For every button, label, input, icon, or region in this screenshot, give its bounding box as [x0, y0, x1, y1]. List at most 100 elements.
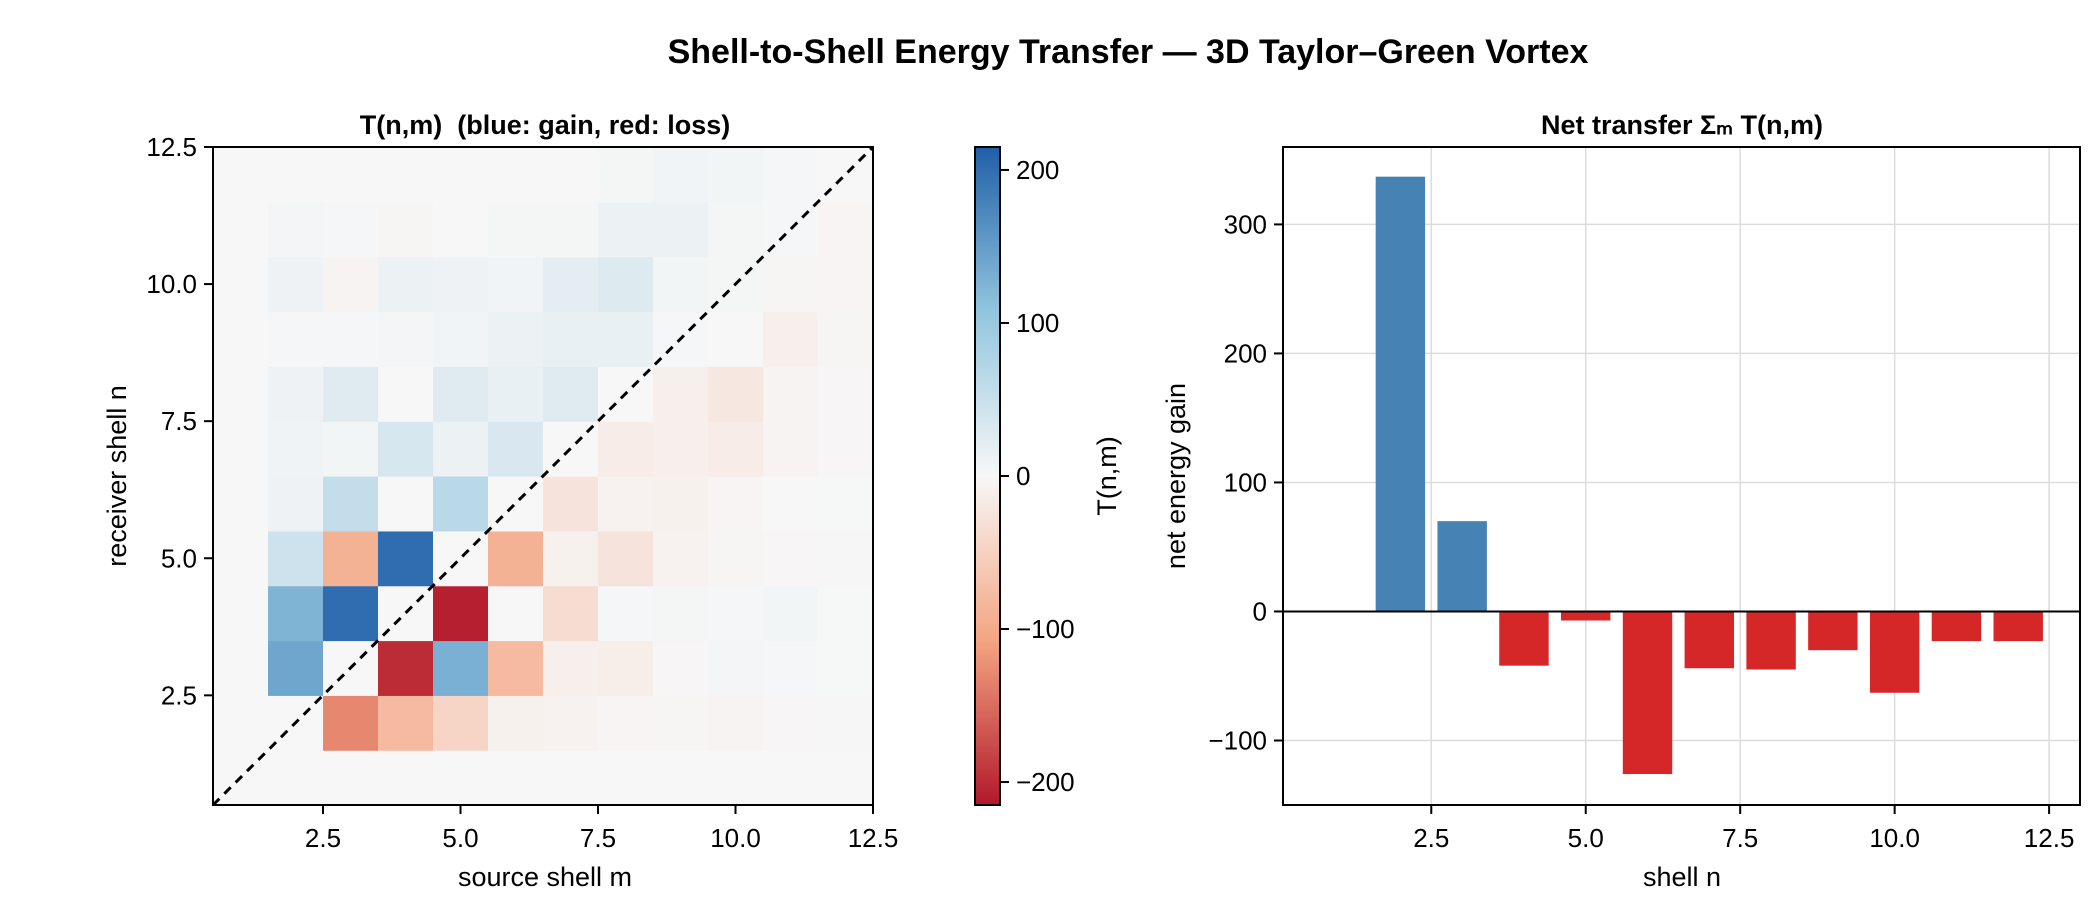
bar-series — [1375, 176, 2043, 775]
bar-chart-title: Net transfer Σₘ T(n,m) — [1541, 110, 1823, 140]
heatmap-cell — [433, 147, 489, 203]
heatmap-cell — [268, 476, 324, 532]
heatmap-cell — [378, 147, 434, 203]
colorbar-tick-label: −100 — [1016, 614, 1075, 644]
heatmap-cell — [543, 530, 599, 587]
heatmap-y-tick-label: 5.0 — [161, 543, 197, 573]
heatmap-y-axis-label: receiver shell n — [102, 385, 132, 567]
heatmap-cell — [543, 640, 599, 696]
heatmap-cell — [488, 750, 544, 806]
heatmap-cell — [708, 311, 764, 367]
heatmap-cell — [378, 476, 434, 532]
heatmap-cell — [323, 750, 379, 806]
heatmap-cell — [213, 695, 269, 751]
heatmap-cell — [818, 530, 874, 587]
colorbar-tick-label: 100 — [1016, 308, 1059, 338]
bar-x-tick-label: 12.5 — [2024, 823, 2075, 853]
bar-frame — [1282, 146, 2081, 806]
heatmap-cell — [488, 640, 544, 696]
heatmap-cell — [378, 256, 434, 313]
bar-x-axis-label: shell n — [1643, 862, 1721, 892]
heatmap-cell — [488, 311, 544, 367]
heatmap-cell — [818, 256, 874, 313]
heatmap-cell — [653, 476, 709, 532]
heatmap-cell — [433, 695, 489, 751]
heatmap-cell — [543, 476, 599, 532]
bar — [1931, 611, 1982, 642]
heatmap-cell — [323, 421, 379, 477]
bar — [1869, 611, 1920, 693]
heatmap-cell — [213, 256, 269, 313]
colorbar-ticks: 200 100 0 −100 −200 — [1000, 155, 1075, 797]
figure-title: Shell-to-Shell Energy Transfer — 3D Tayl… — [668, 33, 1589, 71]
heatmap-cell — [488, 530, 544, 587]
heatmap-cell — [818, 585, 874, 642]
heatmap-cell — [598, 585, 654, 642]
heatmap-cell — [323, 201, 379, 258]
heatmap-cell — [818, 366, 874, 422]
bar — [1561, 611, 1611, 621]
heatmap-cell — [488, 366, 544, 422]
heatmap-y-tick-label: 12.5 — [146, 132, 197, 162]
heatmap-cell — [433, 640, 489, 696]
heatmap-cell — [378, 201, 434, 258]
heatmap-cell — [323, 311, 379, 367]
heatmap-cell — [763, 750, 819, 806]
heatmap-cell — [708, 366, 764, 422]
heatmap-y-tick-label: 10.0 — [146, 269, 197, 299]
heatmap-cell — [598, 640, 654, 696]
bar — [1437, 521, 1487, 612]
heatmap-x-axis-label: source shell m — [458, 862, 632, 892]
heatmap-y-tick-label: 2.5 — [161, 680, 197, 710]
heatmap-cell — [488, 147, 544, 203]
heatmap-title: T(n,m) (blue: gain, red: loss) — [360, 110, 731, 140]
heatmap-cell — [213, 640, 269, 696]
heatmap-cell — [543, 695, 599, 751]
heatmap-cell — [598, 147, 654, 203]
heatmap-cell — [213, 421, 269, 477]
bar-x-tick-label: 5.0 — [1568, 823, 1604, 853]
heatmap-cell — [433, 585, 489, 642]
heatmap-cell — [433, 750, 489, 806]
heatmap-cell — [598, 256, 654, 313]
bar-y-tick-label: 0 — [1253, 596, 1267, 626]
heatmap-cell — [543, 147, 599, 203]
heatmap-x-tick-label: 12.5 — [848, 823, 899, 853]
heatmap-cell — [598, 311, 654, 367]
heatmap-cell — [653, 530, 709, 587]
heatmap-cell — [763, 147, 819, 203]
heatmap-cell — [378, 530, 434, 587]
heatmap-cell — [213, 476, 269, 532]
bar — [1375, 176, 1426, 612]
bar-y-ticks: 300 200 100 0 −100 — [1208, 209, 1283, 755]
heatmap-frame — [212, 146, 874, 806]
heatmap-cell — [213, 201, 269, 258]
colorbar-tick-label: 200 — [1016, 155, 1059, 185]
heatmap-cell — [708, 640, 764, 696]
heatmap-cell — [268, 201, 324, 258]
heatmap-cell — [378, 695, 434, 751]
heatmap-cell — [763, 256, 819, 313]
heatmap-x-ticks: 2.5 5.0 7.5 10.0 12.5 — [305, 805, 898, 853]
colorbar: 200 100 0 −100 −200 T(n,m) — [974, 146, 1122, 806]
heatmap-y-tick-label: 7.5 — [161, 406, 197, 436]
heatmap-cell — [598, 201, 654, 258]
heatmap-x-tick-label: 2.5 — [305, 823, 341, 853]
heatmap-cell — [213, 585, 269, 642]
heatmap-cell — [653, 366, 709, 422]
heatmap-cell — [323, 476, 379, 532]
heatmap-cell — [763, 530, 819, 587]
heatmap-cell — [543, 256, 599, 313]
heatmap-cell — [763, 366, 819, 422]
heatmap-cell — [763, 476, 819, 532]
heatmap-cell — [268, 421, 324, 477]
bar — [1808, 611, 1858, 651]
heatmap-cell — [323, 530, 379, 587]
bar-x-ticks: 2.5 5.0 7.5 10.0 12.5 — [1413, 805, 2074, 853]
colorbar-gradient — [974, 146, 1001, 806]
heatmap-cell — [708, 530, 764, 587]
heatmap-cell — [763, 311, 819, 367]
bar-y-tick-label: −100 — [1208, 725, 1267, 755]
colorbar-tick-label: 0 — [1016, 461, 1030, 491]
heatmap-cell — [268, 585, 324, 642]
